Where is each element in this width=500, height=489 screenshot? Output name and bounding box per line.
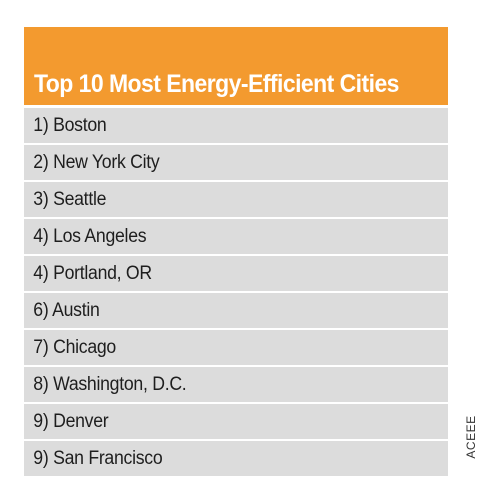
ranking-table: Top 10 Most Energy-Efficient Cities 1) B… xyxy=(24,27,448,476)
row-label: 8) Washington, D.C. xyxy=(33,373,187,395)
table-row: 4) Los Angeles xyxy=(24,219,448,254)
table-rows: 1) Boston 2) New York City 3) Seattle 4)… xyxy=(24,108,448,476)
row-label: 1) Boston xyxy=(33,114,107,136)
table-row: 9) Denver xyxy=(24,404,448,439)
table-header: Top 10 Most Energy-Efficient Cities xyxy=(24,27,448,105)
row-label: 3) Seattle xyxy=(33,188,107,210)
row-label: 4) Los Angeles xyxy=(33,225,147,247)
source-credit: ACEEE xyxy=(464,415,478,459)
table-row: 6) Austin xyxy=(24,293,448,328)
table-row: 2) New York City xyxy=(24,145,448,180)
table-row: 9) San Francisco xyxy=(24,441,448,476)
row-label: 2) New York City xyxy=(33,151,160,173)
table-row: 4) Portland, OR xyxy=(24,256,448,291)
row-label: 9) Denver xyxy=(33,410,109,432)
row-label: 6) Austin xyxy=(33,299,100,321)
table-row: 3) Seattle xyxy=(24,182,448,217)
row-label: 4) Portland, OR xyxy=(33,262,152,284)
table-row: 8) Washington, D.C. xyxy=(24,367,448,402)
row-label: 7) Chicago xyxy=(33,336,116,358)
row-label: 9) San Francisco xyxy=(33,447,163,469)
table-title: Top 10 Most Energy-Efficient Cities xyxy=(34,70,399,98)
table-row: 1) Boston xyxy=(24,108,448,143)
table-row: 7) Chicago xyxy=(24,330,448,365)
